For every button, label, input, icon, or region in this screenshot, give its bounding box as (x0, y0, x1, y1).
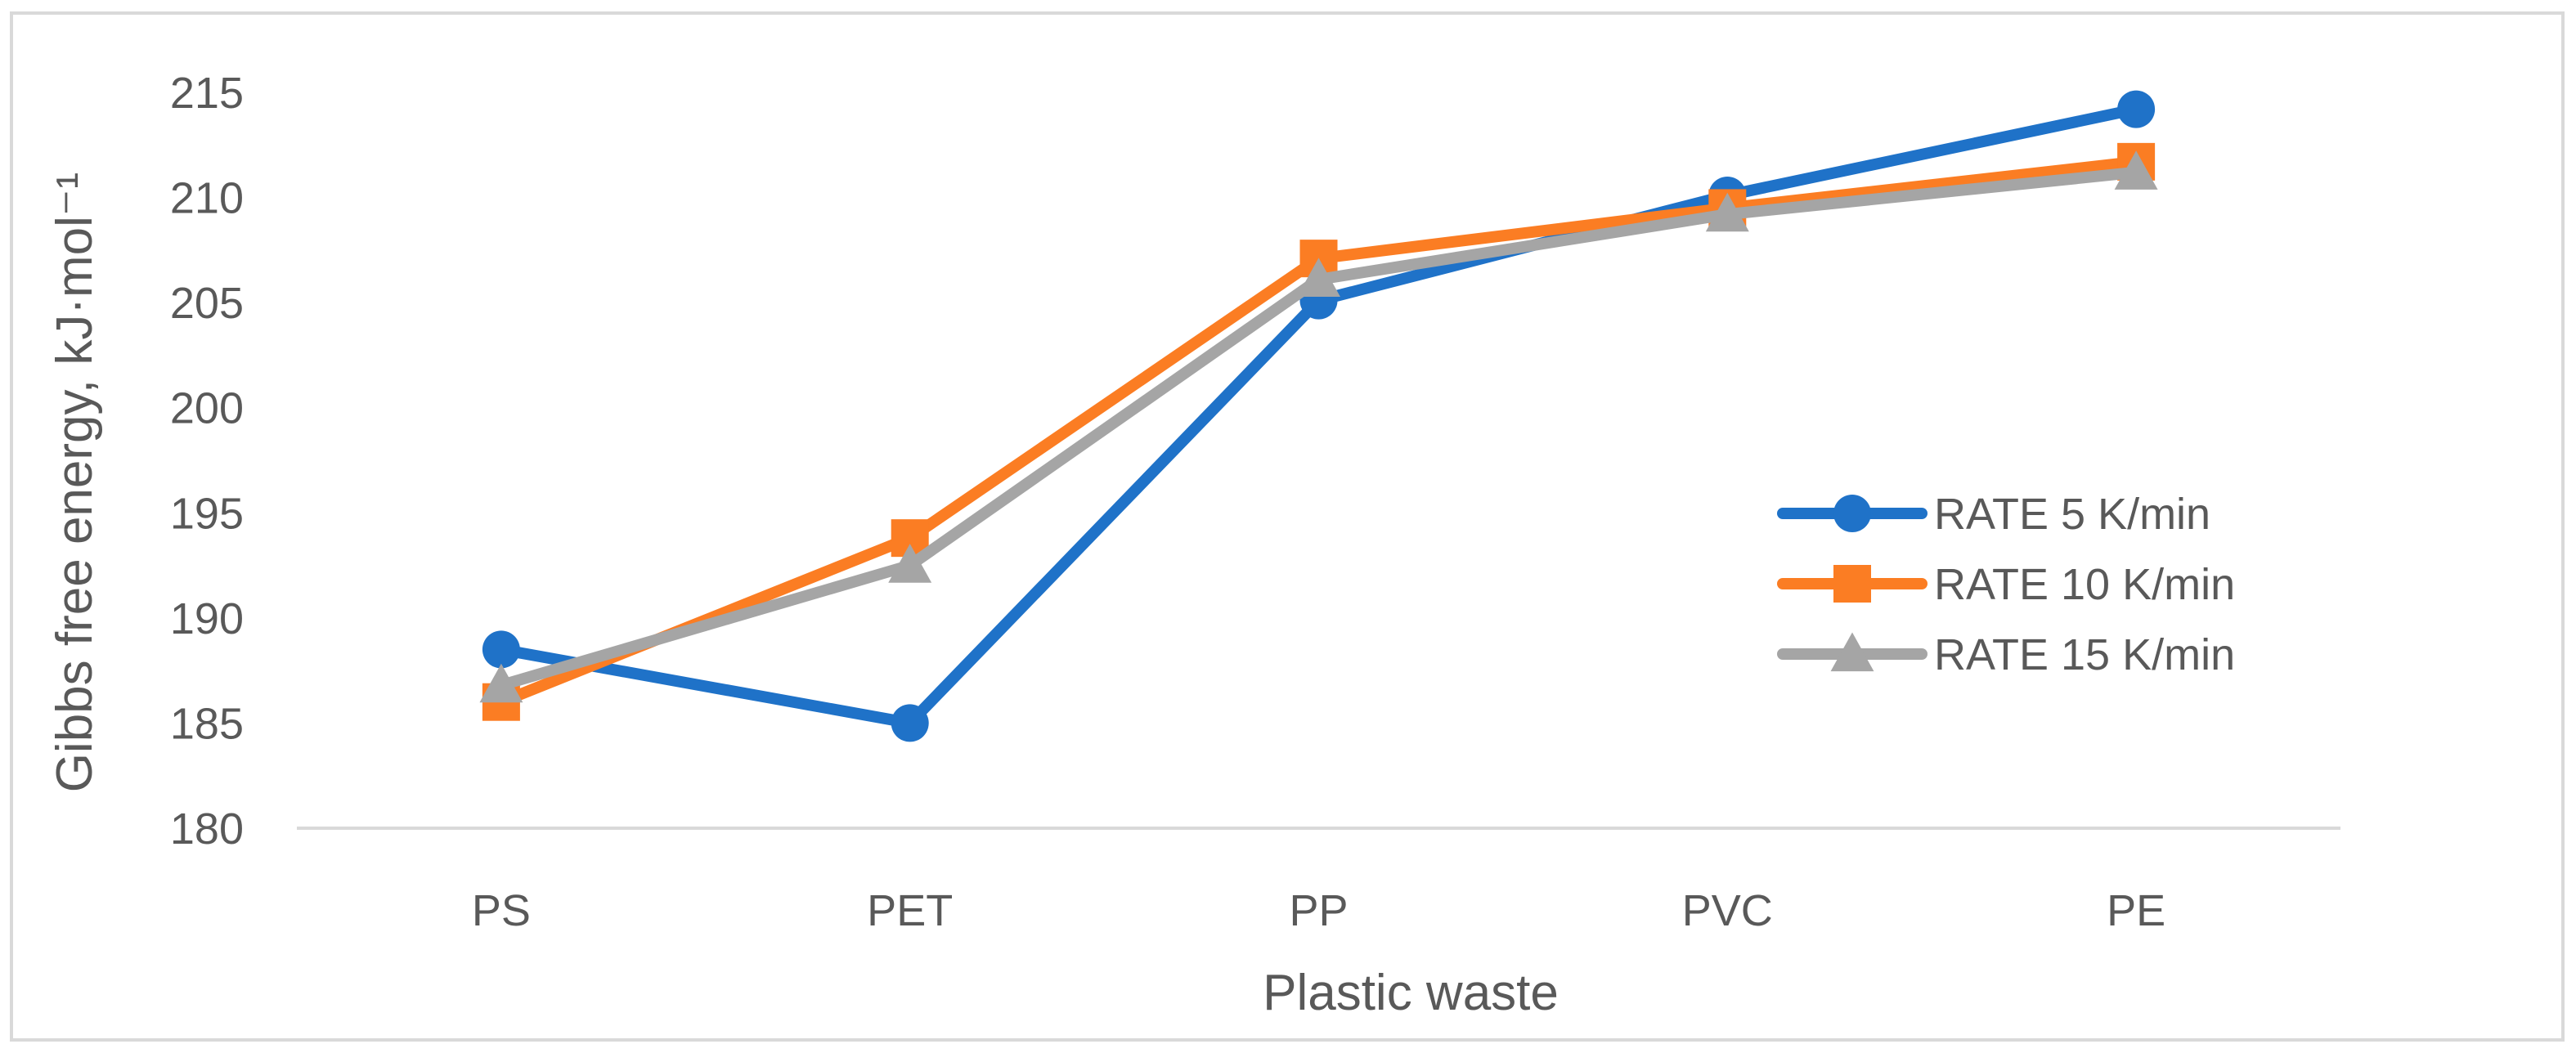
x-tick-label: PET (867, 886, 953, 935)
legend-label: RATE 10 K/min (1934, 560, 2235, 609)
data-point (1705, 192, 1749, 232)
legend-label: RATE 5 K/min (1934, 490, 2210, 539)
y-axis-title: Gibbs free energy, kJ·mol⁻¹ (47, 173, 103, 793)
y-axis-ticks: 180 185 190 195 200 205 210 215 (170, 69, 244, 854)
y-tick-label: 190 (170, 594, 244, 643)
y-tick-label: 205 (170, 279, 244, 328)
x-tick-label: PP (1289, 886, 1348, 935)
x-tick-label: PE (2107, 886, 2165, 935)
legend-item: RATE 15 K/min (1777, 630, 2235, 679)
data-point (2117, 90, 2156, 128)
y-tick-label: 200 (170, 384, 244, 433)
x-axis-title: Plastic waste (1263, 965, 1559, 1021)
legend-marker (1833, 565, 1871, 603)
data-point (2114, 150, 2158, 190)
x-tick-label: PVC (1682, 886, 1773, 935)
series-3 (479, 150, 2158, 703)
series-layer (479, 90, 2158, 742)
y-tick-label: 210 (170, 174, 244, 223)
legend: RATE 5 K/min RATE 10 K/min RATE 15 K/min (1777, 490, 2235, 679)
data-point (891, 704, 929, 742)
legend-item: RATE 10 K/min (1777, 560, 2235, 609)
data-point (479, 663, 523, 703)
x-axis-ticks: PS PET PP PVC PE (472, 886, 2165, 935)
x-tick-label: PS (472, 886, 531, 935)
legend-label: RATE 15 K/min (1934, 630, 2235, 679)
legend-marker (1833, 495, 1871, 532)
y-tick-label: 185 (170, 699, 244, 748)
data-point (1297, 258, 1340, 298)
data-point (482, 630, 520, 669)
y-tick-label: 195 (170, 489, 244, 538)
legend-item: RATE 5 K/min (1777, 490, 2210, 539)
y-tick-label: 215 (170, 69, 244, 118)
y-tick-label: 180 (170, 804, 244, 854)
data-point (888, 544, 932, 583)
legend-marker (1830, 632, 1874, 672)
